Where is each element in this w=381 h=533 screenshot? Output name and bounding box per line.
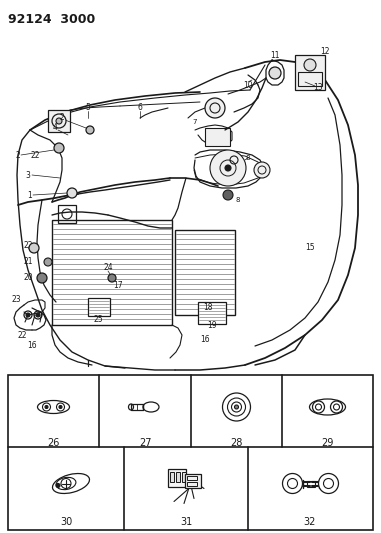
Bar (8, 375, 373, 530)
Circle shape (210, 150, 246, 186)
Circle shape (56, 118, 62, 124)
Circle shape (59, 406, 62, 408)
Text: 20: 20 (23, 273, 33, 282)
Text: 8: 8 (246, 155, 250, 161)
Bar (48, 110, 70, 132)
Text: 10: 10 (243, 80, 253, 90)
Text: 15: 15 (305, 244, 315, 253)
Text: 3: 3 (26, 171, 30, 180)
Circle shape (29, 243, 39, 253)
Circle shape (223, 393, 250, 421)
Circle shape (108, 274, 116, 282)
Bar (175, 230, 235, 315)
Text: 21: 21 (23, 257, 33, 266)
Circle shape (269, 67, 281, 79)
Text: 6: 6 (138, 103, 142, 112)
Bar (205, 128, 230, 146)
Text: 16: 16 (200, 335, 210, 344)
Bar (168, 469, 186, 487)
Text: 32: 32 (304, 517, 316, 527)
Circle shape (304, 59, 316, 71)
Bar (295, 55, 325, 90)
Bar (187, 475, 197, 480)
Text: 31: 31 (180, 517, 192, 527)
Text: 29: 29 (321, 438, 333, 448)
Text: 12: 12 (320, 47, 330, 56)
Text: 2: 2 (16, 150, 20, 159)
Circle shape (225, 165, 231, 171)
Circle shape (67, 188, 77, 198)
Bar (187, 481, 197, 486)
Text: 19: 19 (207, 320, 217, 329)
Circle shape (56, 483, 60, 488)
Text: 16: 16 (27, 341, 37, 350)
Circle shape (86, 126, 94, 134)
Bar (88, 298, 110, 316)
Circle shape (319, 473, 338, 494)
Text: 22: 22 (23, 240, 33, 249)
Bar (185, 473, 201, 488)
Text: 24: 24 (103, 263, 113, 272)
Text: 4: 4 (53, 124, 58, 133)
Circle shape (44, 258, 52, 266)
Text: 18: 18 (203, 303, 213, 312)
Bar (306, 481, 314, 487)
Text: 26: 26 (47, 438, 59, 448)
Circle shape (54, 143, 64, 153)
Text: 7: 7 (193, 119, 197, 125)
Circle shape (282, 473, 303, 494)
Circle shape (254, 162, 270, 178)
Circle shape (223, 190, 233, 200)
Text: 92124  3000: 92124 3000 (8, 13, 95, 26)
Text: 30: 30 (60, 517, 72, 527)
Circle shape (205, 98, 225, 118)
Text: 2: 2 (59, 114, 64, 123)
Text: 28: 28 (230, 438, 242, 448)
Text: 13: 13 (313, 84, 323, 93)
Text: 25: 25 (93, 316, 103, 325)
Text: 22: 22 (17, 330, 27, 340)
Bar (198, 302, 226, 324)
Bar (182, 472, 186, 481)
Text: 5: 5 (86, 103, 90, 112)
Circle shape (26, 313, 30, 317)
Bar (170, 472, 174, 481)
Text: 1: 1 (28, 190, 32, 199)
Circle shape (37, 273, 47, 283)
Text: 22: 22 (30, 150, 40, 159)
Circle shape (36, 313, 40, 317)
Bar (298, 72, 322, 86)
Text: 11: 11 (270, 51, 280, 60)
Bar (52, 220, 172, 325)
Circle shape (45, 406, 48, 408)
Circle shape (234, 405, 239, 409)
Bar (58, 205, 76, 223)
Bar (176, 472, 180, 481)
Text: 27: 27 (139, 438, 151, 448)
Circle shape (52, 114, 66, 128)
Text: 23: 23 (11, 295, 21, 304)
Text: 17: 17 (113, 280, 123, 289)
Text: 8: 8 (236, 197, 240, 203)
